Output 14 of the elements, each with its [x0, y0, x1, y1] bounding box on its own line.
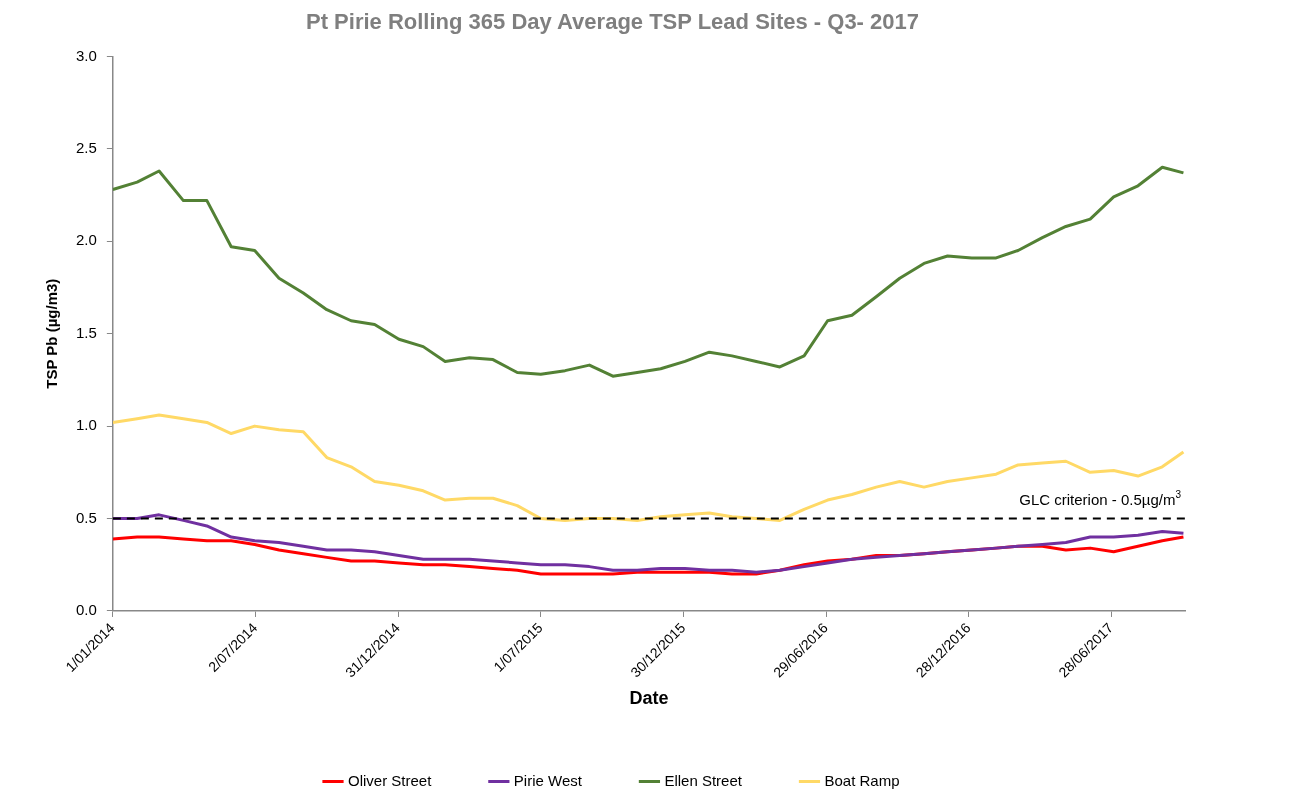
legend-label: Ellen Street: [664, 771, 743, 789]
legend-label: Pirie West: [513, 771, 583, 789]
y-tick-label: 1.0: [75, 416, 97, 434]
legend-label: Boat Ramp: [824, 771, 900, 789]
y-tick-label: 3.0: [75, 46, 97, 64]
y-tick-label: 0.5: [75, 508, 97, 526]
x-axis-title: Date: [629, 688, 669, 709]
y-tick-label: 2.5: [75, 138, 97, 156]
y-tick-label: 2.0: [75, 231, 97, 249]
chart-title: Pt Pirie Rolling 365 Day Average TSP Lead Sites - Q3- 2017: [306, 9, 919, 35]
legend-label: Oliver Street: [348, 771, 433, 789]
y-axis-title: TSP Pb (µg/m3): [43, 278, 61, 389]
y-tick-label: 0.0: [75, 601, 97, 619]
y-tick-label: 1.5: [75, 323, 97, 341]
